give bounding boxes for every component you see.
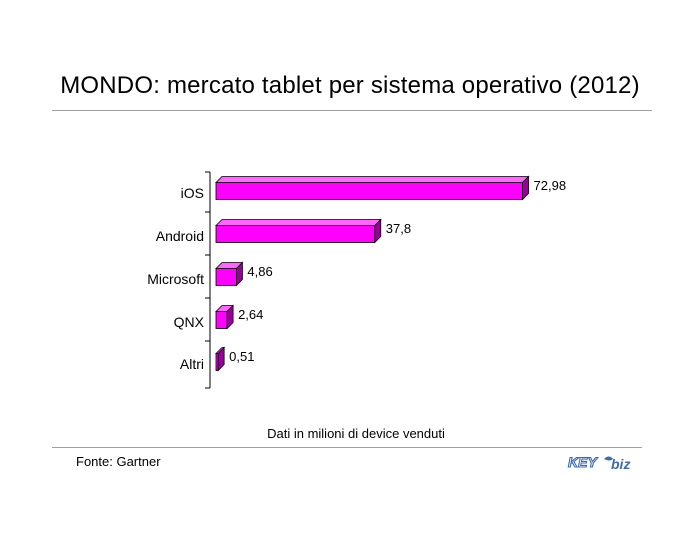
category-label-ios: iOS: [181, 185, 204, 201]
value-label-qnx: 2,64: [238, 307, 263, 322]
keybiz-logo: KEY biz: [567, 453, 630, 472]
bar-side-ios: [522, 175, 529, 201]
value-label-altri: 0,51: [229, 349, 254, 364]
bar-side-android: [374, 218, 382, 244]
logo-text-biz: biz: [611, 456, 630, 472]
chart-title: MONDO: mercato tablet per sistema operat…: [60, 72, 640, 99]
category-label-android: Android: [156, 228, 204, 244]
bar-front-microsoft: [215, 268, 237, 286]
logo-text-key: KEY: [568, 454, 598, 470]
bar-side-altri: [217, 346, 225, 372]
bar-front-qnx: [215, 311, 228, 329]
bar-front-android: [215, 225, 376, 243]
bar-side-microsoft: [236, 261, 243, 287]
bar-front-ios: [215, 182, 523, 200]
bar-side-qnx: [226, 304, 234, 330]
bar-top-ios: [215, 176, 530, 183]
logo-swirl: [604, 456, 613, 461]
units-note: Dati in milioni di device venduti: [267, 426, 445, 441]
header-divider: [52, 110, 652, 111]
category-label-microsoft: Microsoft: [147, 271, 204, 287]
value-label-android: 37,8: [386, 221, 411, 236]
category-label-qnx: QNX: [174, 314, 205, 330]
category-label-altri: Altri: [180, 356, 204, 372]
value-label-microsoft: 4,86: [247, 264, 272, 279]
footer-divider: [52, 447, 642, 448]
value-label-ios: 72,98: [534, 178, 567, 193]
bar-top-android: [215, 219, 382, 226]
source-label: Fonte: Gartner: [76, 454, 161, 469]
